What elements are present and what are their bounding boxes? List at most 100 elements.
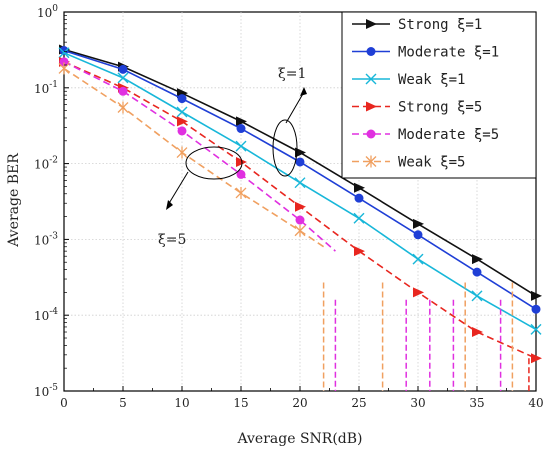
data-point: [295, 147, 306, 158]
spike-group: [322, 282, 530, 391]
legend-label: Weak ξ=1: [398, 72, 465, 88]
x-tick-label: 40: [528, 396, 543, 410]
y-tick-label: 100: [37, 4, 58, 20]
marker-stroke: [176, 106, 188, 118]
x-tick-label: 0: [60, 396, 68, 410]
marker-stroke: [365, 73, 377, 85]
data-point: [412, 253, 424, 265]
x-tick-label: 30: [410, 396, 425, 410]
legend-entry: Weak ξ=5: [352, 155, 465, 171]
data-point: [235, 186, 247, 199]
data-point: [530, 323, 542, 335]
data-point: [59, 46, 69, 56]
data-point: [365, 73, 377, 85]
data-point: [472, 254, 483, 265]
marker-stroke: [530, 323, 542, 335]
data-point: [413, 287, 424, 298]
data-point: [177, 126, 187, 136]
data-point: [177, 116, 188, 127]
data-point: [58, 47, 70, 59]
marker-stroke: [471, 290, 483, 302]
data-point: [471, 290, 483, 302]
data-point: [354, 193, 364, 203]
x-tick-label: 15: [233, 396, 248, 410]
data-point: [472, 327, 483, 338]
data-point: [295, 215, 305, 225]
legend-box: [341, 11, 537, 179]
legend-label: Moderate ξ=1: [398, 45, 499, 61]
data-point: [294, 224, 306, 237]
annotation-label-xi5: ξ=5: [158, 232, 186, 248]
annotation-group: ξ=1 ξ=5: [158, 66, 307, 248]
legend: Strong ξ=1 Moderate ξ=1 Weak ξ=1 Strong ξ=5…: [341, 11, 537, 179]
annotation-ellipse-xi5: [185, 146, 243, 180]
legend-entry: Moderate ξ=1: [352, 45, 499, 61]
series-2: [58, 47, 542, 335]
data-point: [59, 57, 69, 67]
series-line: [63, 61, 336, 252]
marker-stroke: [58, 47, 70, 59]
data-point: [58, 62, 70, 75]
data-point: [117, 72, 129, 84]
x-axis-title: Average SNR(dB): [236, 431, 362, 447]
annotation-label-xi1: ξ=1: [278, 66, 306, 82]
series-group: [58, 44, 542, 364]
data-point: [294, 177, 306, 189]
legend-label: Moderate ξ=5: [398, 127, 499, 143]
legend-entry: Strong ξ=1: [352, 17, 482, 33]
data-point: [177, 94, 187, 104]
data-point: [354, 246, 365, 257]
marker-stroke: [294, 177, 306, 189]
data-point: [531, 290, 542, 301]
y-tick-label: 10-5: [34, 383, 58, 399]
data-point: [531, 304, 541, 314]
annotation-ellipse-xi1: [272, 119, 298, 177]
y-tick-label: 10-2: [34, 156, 58, 172]
series-line: [63, 67, 325, 248]
data-point: [413, 230, 423, 240]
marker-stroke: [353, 212, 365, 224]
data-point: [531, 353, 542, 364]
data-point: [295, 157, 305, 167]
legend-label: Strong ξ=5: [398, 100, 482, 116]
x-tick-label: 35: [469, 396, 484, 410]
legend-label: Weak ξ=5: [398, 155, 465, 171]
data-point: [236, 116, 247, 127]
series-1: [59, 46, 541, 314]
data-point: [176, 106, 188, 118]
x-tick-label: 20: [292, 396, 307, 410]
data-point: [118, 86, 128, 96]
legend-entry: Weak ξ=1: [352, 72, 465, 88]
data-point: [353, 212, 365, 224]
data-point: [472, 267, 482, 277]
series-0: [59, 44, 542, 301]
annotation-arrow-xi1: [285, 91, 305, 124]
data-point: [236, 169, 246, 179]
y-axis-title: Average BER: [6, 153, 22, 248]
data-point: [295, 201, 306, 212]
data-point: [365, 155, 377, 168]
legend-label: Strong ξ=1: [398, 17, 482, 33]
y-tick-label: 10-1: [34, 80, 58, 96]
y-tick-label: 10-3: [34, 231, 58, 247]
axes: 0 5 10 15 20 25 30 35 40 10-5 10-4 10-3 10-2 10-1 100: [34, 4, 544, 410]
x-tick-label: 5: [119, 396, 127, 410]
data-point: [366, 101, 377, 112]
data-point: [118, 64, 128, 74]
legend-entry: Moderate ξ=5: [352, 127, 499, 143]
marker-stroke: [235, 140, 247, 152]
data-point: [235, 140, 247, 152]
x-tick-label: 25: [351, 396, 366, 410]
marker-stroke: [117, 72, 129, 84]
data-point: [413, 218, 424, 229]
annotation-arrowhead-xi5: [166, 200, 173, 210]
y-tick-label: 10-4: [34, 307, 58, 323]
legend-entry: Strong ξ=5: [352, 100, 482, 116]
series-5: [58, 62, 325, 248]
data-point: [366, 129, 376, 139]
data-point: [176, 146, 188, 159]
series-4: [59, 57, 336, 252]
annotation-arrowhead-xi1: [300, 87, 307, 96]
data-point: [354, 182, 365, 193]
